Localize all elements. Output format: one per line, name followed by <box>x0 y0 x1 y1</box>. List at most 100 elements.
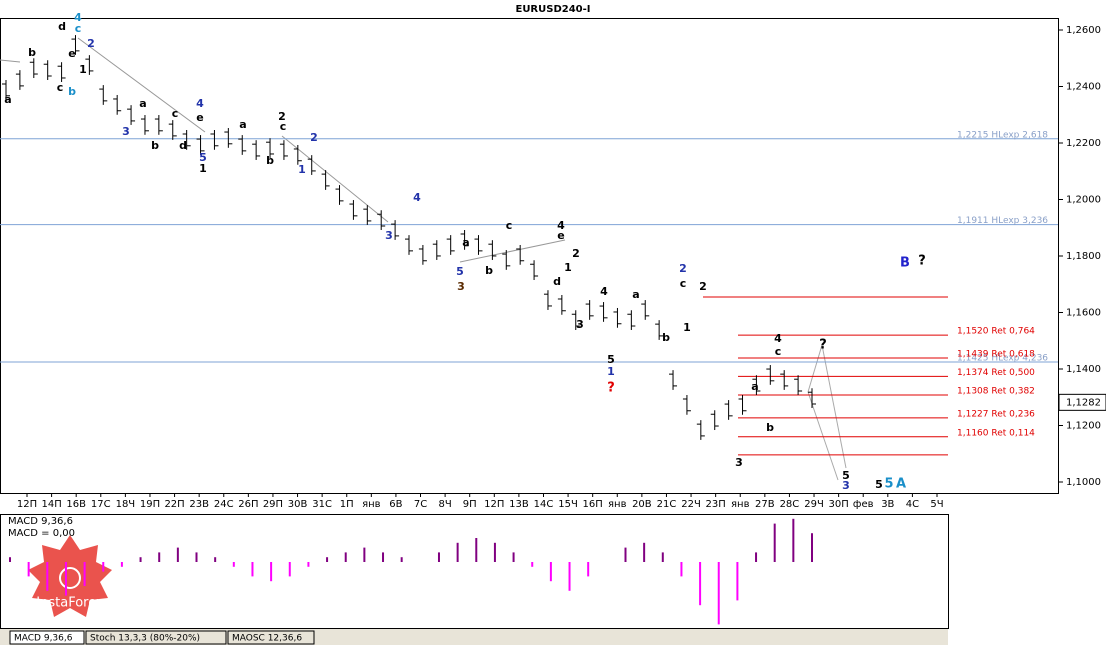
wave-label: d <box>179 139 187 152</box>
wave-label: c <box>506 219 513 232</box>
price-bar <box>377 210 386 231</box>
wave-label: 4 <box>196 97 204 110</box>
price-bar <box>696 420 705 440</box>
x-tick-label: 18Ч <box>116 499 136 510</box>
x-tick-label: 16П <box>583 499 603 510</box>
level-label: 1,1308 Ret 0,382 <box>957 386 1035 396</box>
wave-label: 3 <box>122 125 130 138</box>
wave-label: e <box>557 229 564 242</box>
wave-label: b <box>151 139 159 152</box>
price-bar <box>808 388 816 408</box>
wave-label: c <box>775 345 782 358</box>
price-bar <box>488 240 497 260</box>
wave-label: 5 <box>199 151 207 164</box>
price-bar <box>766 365 775 385</box>
current-price-label: 1,1282 <box>1066 397 1101 408</box>
wave-label: a <box>751 380 758 393</box>
wave-label: 2 <box>699 280 707 293</box>
wave-label: 2 <box>679 262 687 275</box>
price-bar <box>571 310 580 331</box>
tab <box>9 630 85 645</box>
price-bar <box>557 294 566 315</box>
x-tick-label: 23П <box>706 499 726 510</box>
x-tick-label: 26П <box>238 499 258 510</box>
wave-label: 4 <box>774 332 782 345</box>
level-label: 1,1425 HLexp 4,236 <box>957 353 1048 363</box>
x-tick-label: 27В <box>755 499 775 510</box>
indicator-value: MACD = 0,00 <box>8 528 75 539</box>
price-bar <box>57 62 66 82</box>
tab-label[interactable]: Stoch 13,3,3 (80%-20%) <box>90 634 200 644</box>
indicator-panel <box>0 514 949 629</box>
price-bar <box>238 135 247 155</box>
price-bar <box>543 290 552 310</box>
x-tick-label: 7С <box>414 499 427 510</box>
price-bar <box>585 300 594 320</box>
x-tick-label: 19П <box>140 499 160 510</box>
price-bar <box>474 235 483 255</box>
trend-line <box>459 239 566 263</box>
wave-label: e <box>196 111 203 124</box>
x-tick-label: 28С <box>780 499 800 510</box>
wave-label: c <box>57 81 64 94</box>
x-tick-label: 20В <box>632 499 652 510</box>
price-bar <box>724 400 733 420</box>
wave-label: 4 <box>413 191 421 204</box>
level-label: 1,1374 Ret 0,500 <box>957 368 1035 378</box>
price-bar <box>738 394 747 415</box>
price-bar <box>99 85 108 105</box>
price-bar <box>655 320 664 340</box>
x-tick-label: 22П <box>164 499 184 510</box>
current-price-box <box>1058 393 1106 411</box>
projection-line <box>821 344 847 469</box>
wave-label: 3 <box>385 229 393 242</box>
price-bar <box>599 302 608 322</box>
x-tick-label: янв <box>731 499 750 510</box>
price-bar <box>627 310 636 331</box>
trend-line <box>0 59 21 63</box>
y-tick-label: 1,2600 <box>1066 25 1101 36</box>
price-bar <box>405 235 413 255</box>
x-tick-label: 9П <box>463 499 477 510</box>
wave-label: d <box>58 20 66 33</box>
wave-label: b <box>266 154 274 167</box>
x-tick-label: 14С <box>534 499 554 510</box>
wave-label: B <box>900 256 910 271</box>
price-bar <box>43 60 52 81</box>
x-tick-label: 31С <box>312 499 332 510</box>
level-label: 1,1227 Ret 0,236 <box>957 409 1035 419</box>
x-tick-label: янв <box>608 499 627 510</box>
tab <box>85 630 227 645</box>
y-tick-label: 1,1000 <box>1066 477 1101 488</box>
tab <box>227 630 315 645</box>
price-bar <box>2 80 10 100</box>
price-bar <box>85 55 94 75</box>
watermark: InstaForex <box>28 535 112 617</box>
wave-label: a <box>632 288 639 301</box>
price-bar <box>460 230 469 250</box>
price-bar <box>363 205 372 225</box>
price-bar <box>710 410 719 431</box>
wave-label: b <box>662 331 670 344</box>
price-bar <box>224 128 233 148</box>
wave-label: 2 <box>572 247 580 260</box>
projection-line <box>807 344 823 393</box>
wave-label: b <box>28 46 36 59</box>
price-bar <box>641 300 650 320</box>
watermark-badge <box>28 535 112 617</box>
wave-label: c <box>280 120 287 133</box>
chart-title: EURUSD240-I <box>515 4 590 15</box>
tab-label[interactable]: MAOSC 12,36,6 <box>232 634 302 644</box>
x-tick-label: 30В <box>288 499 308 510</box>
wave-label: 5 <box>456 265 464 278</box>
price-bar <box>15 70 24 90</box>
wave-label: 5 <box>842 469 850 482</box>
price-bar <box>780 370 789 390</box>
tab-label[interactable]: MACD 9,36,6 <box>14 634 73 644</box>
x-tick-label: 5Ч <box>930 499 943 510</box>
x-tick-label: фев <box>853 499 874 510</box>
x-tick-label: 30П <box>828 499 848 510</box>
x-tick-label: 1П <box>340 499 354 510</box>
wave-label: d <box>553 275 561 288</box>
